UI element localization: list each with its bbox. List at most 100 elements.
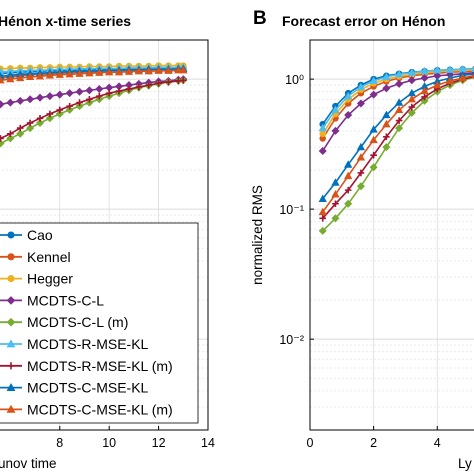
data-point xyxy=(395,117,403,124)
data-point xyxy=(95,84,104,93)
x-tick-label: 10 xyxy=(102,436,116,450)
data-point xyxy=(26,124,35,133)
data-point xyxy=(420,86,429,95)
data-point xyxy=(421,93,428,101)
data-point xyxy=(95,92,103,100)
data-point xyxy=(85,68,94,77)
data-point xyxy=(331,126,340,135)
data-point xyxy=(356,82,366,91)
data-point xyxy=(344,160,353,168)
data-point xyxy=(445,65,455,73)
ticks-b: 0 2 4 10⁰ 10⁻¹ 10⁻² xyxy=(279,73,440,450)
data-point xyxy=(16,124,24,132)
data-point xyxy=(6,74,15,83)
data-point xyxy=(16,73,25,82)
data-point xyxy=(46,110,54,118)
data-point xyxy=(45,92,54,101)
data-point xyxy=(135,83,143,91)
data-point xyxy=(458,73,467,82)
data-point xyxy=(356,99,365,108)
data-point xyxy=(16,129,25,138)
data-point xyxy=(6,134,15,143)
grid-b xyxy=(309,39,474,431)
data-point xyxy=(407,94,416,103)
x-tick-label: 8 xyxy=(56,436,63,450)
data-point xyxy=(369,125,378,133)
data-point xyxy=(105,67,114,76)
data-point xyxy=(356,182,365,191)
x-tick-label: 0 xyxy=(307,436,314,450)
data-point xyxy=(382,119,391,128)
data-point xyxy=(395,79,404,88)
data-point xyxy=(165,78,172,86)
data-point xyxy=(332,200,339,208)
data-point xyxy=(86,95,93,103)
data-point xyxy=(145,81,153,89)
data-point xyxy=(382,143,391,152)
data-point xyxy=(76,99,83,106)
data-point xyxy=(55,109,64,118)
y-tick-label: 10⁻² xyxy=(279,333,304,347)
data-point xyxy=(144,66,153,75)
data-point xyxy=(75,69,84,77)
data-point xyxy=(318,226,327,235)
data-point xyxy=(55,90,64,99)
legend-box xyxy=(0,222,199,424)
panel-a: Hénon x-time series 8 10 12 14 unov time Ca… xyxy=(0,13,215,471)
x-axis-label-a: unov time xyxy=(0,456,57,471)
data-point xyxy=(318,194,327,202)
data-point xyxy=(65,89,74,98)
data-point xyxy=(174,65,183,74)
y-tick-label: 10⁻¹ xyxy=(279,203,304,217)
data-point xyxy=(382,84,391,93)
series-b xyxy=(318,64,474,235)
legend-entry: MCDTS-C-L (m) xyxy=(27,314,128,330)
x-tick-label: 14 xyxy=(201,436,215,450)
data-point xyxy=(154,66,163,74)
legend-swatch-marker xyxy=(6,404,16,413)
data-point xyxy=(357,169,365,177)
data-point xyxy=(0,100,5,109)
data-point xyxy=(25,72,35,81)
data-point xyxy=(45,70,55,79)
ticks-a: 8 10 12 14 xyxy=(56,426,215,450)
data-point xyxy=(125,85,133,93)
data-point xyxy=(179,65,188,74)
data-point xyxy=(45,114,54,123)
legend-entry: Hegger xyxy=(27,271,73,287)
legend-entry: Cao xyxy=(27,227,53,243)
data-point xyxy=(35,118,45,127)
data-point xyxy=(35,93,45,102)
data-point xyxy=(420,74,429,83)
data-point xyxy=(6,98,15,107)
data-point xyxy=(445,76,455,84)
series-a xyxy=(0,62,188,148)
legend-entry: MCDTS-C-MSE-KL xyxy=(27,380,149,396)
data-point xyxy=(318,123,327,132)
data-point xyxy=(331,214,340,223)
data-point xyxy=(65,105,74,114)
data-point xyxy=(395,124,404,133)
data-point xyxy=(383,133,390,141)
panel-b: B Forecast error on Hénon 0 2 4 10⁰ 10⁻¹ 10⁻²… xyxy=(250,8,474,471)
chart-title-b: Forecast error on Hénon xyxy=(282,13,445,29)
data-point xyxy=(407,68,416,76)
data-point xyxy=(318,146,327,156)
legend: Cao Kennel Hegger MCDTS-C-L MCDTS-C-L (m) MCD… xyxy=(0,222,199,424)
legend-swatch-marker xyxy=(6,339,16,348)
data-point xyxy=(85,98,94,107)
data-point xyxy=(0,135,4,142)
legend-entry: MCDTS-C-MSE-KL (m) xyxy=(27,401,173,417)
data-point xyxy=(26,119,34,127)
x-tick-label: 12 xyxy=(152,436,166,450)
data-point xyxy=(114,67,124,76)
legend-swatch-marker xyxy=(6,296,16,305)
data-point xyxy=(344,91,353,100)
data-point xyxy=(36,114,44,122)
legend-entry: MCDTS-R-MSE-KL xyxy=(27,336,149,352)
legend-swatch-marker xyxy=(7,231,15,239)
legend-swatch-marker xyxy=(7,253,15,261)
data-point xyxy=(134,66,143,75)
data-point xyxy=(124,67,134,75)
